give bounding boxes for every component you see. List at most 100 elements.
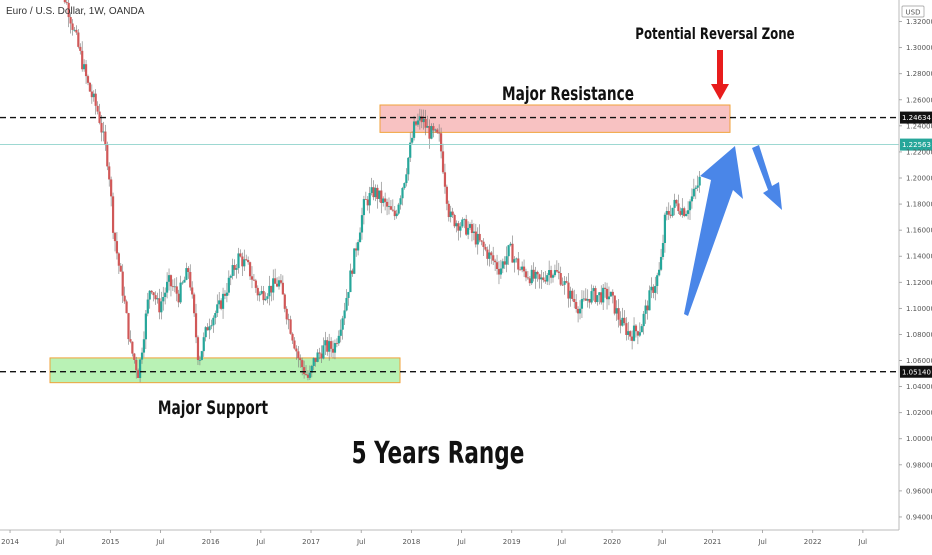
candle-body [439, 133, 443, 152]
candle-body [285, 308, 288, 320]
candle-body [312, 358, 315, 366]
candle-body [519, 269, 522, 271]
candle-body [164, 292, 167, 297]
candle-body [486, 249, 489, 259]
y-tick-label: 1.32000 [906, 18, 932, 26]
candle-body [432, 126, 435, 131]
candle-body [256, 287, 259, 296]
candle-body [63, 0, 66, 3]
candle-body [648, 290, 651, 311]
candle-body [196, 337, 200, 360]
candle-body [88, 82, 92, 92]
y-tick-label: 1.06000 [906, 357, 932, 365]
candle-body [420, 116, 423, 123]
candle-body [509, 243, 512, 246]
candle-body [202, 337, 205, 352]
candle-body [144, 313, 147, 340]
x-tick-label: 2020 [603, 538, 621, 546]
candle-body [92, 93, 95, 98]
candle-body [335, 343, 338, 344]
candle-body [661, 243, 665, 257]
y-tick-label: 1.22000 [906, 148, 932, 156]
candle-body [405, 174, 408, 184]
candle-body [185, 268, 188, 280]
candle-body [484, 246, 487, 250]
x-tick-label: 2018 [402, 538, 420, 546]
candle-body [544, 280, 547, 282]
candle-body [459, 226, 462, 231]
candle-body [200, 351, 203, 360]
candle-body [295, 348, 298, 352]
candle-body [270, 285, 273, 293]
candle-body [79, 46, 82, 51]
candle-body [376, 187, 379, 199]
candle-body [108, 166, 111, 180]
candle-body [488, 252, 491, 259]
candle-body [252, 279, 256, 281]
candle-body [225, 292, 229, 296]
candle-body [75, 29, 78, 33]
candle-body [629, 331, 632, 337]
red-arrow-shaft [717, 50, 723, 86]
candle-body [683, 208, 686, 216]
candle-body [77, 32, 80, 47]
candle-body [84, 64, 88, 77]
candle-body [463, 219, 466, 221]
candle-body [517, 258, 520, 270]
candle-body [503, 261, 506, 265]
candle-body [138, 359, 142, 378]
x-tick-label: Jul [858, 538, 868, 546]
candle-body [634, 325, 638, 332]
candle-body [650, 286, 653, 291]
candle-body [208, 326, 211, 331]
candle-body [175, 286, 178, 294]
candle-body [258, 293, 261, 296]
candle-body [324, 340, 327, 346]
candle-body [343, 310, 346, 319]
candle-body [412, 121, 416, 138]
candle-body [669, 214, 672, 216]
candle-body [522, 266, 526, 272]
candle-body [685, 213, 688, 216]
candle-body [576, 308, 580, 314]
y-tick-label: 1.02000 [906, 409, 932, 417]
candle-body [623, 317, 626, 324]
candle-body [301, 360, 304, 368]
candle-body [490, 252, 493, 256]
candle-body [274, 278, 277, 284]
candle-body [387, 206, 391, 207]
annotation-major-support: Major Support [158, 397, 269, 419]
y-tick-label: 1.04000 [906, 383, 932, 391]
candle-body [468, 224, 472, 228]
candle-body [247, 260, 250, 263]
candle-body [111, 196, 115, 233]
candle-body [658, 269, 661, 276]
candle-body [692, 188, 695, 197]
candle-body [206, 327, 209, 331]
candle-body [165, 281, 169, 293]
candle-body [474, 231, 477, 245]
candle-body [218, 300, 221, 305]
candle-body [424, 119, 427, 128]
x-tick-label: Jul [55, 538, 65, 546]
candle-body [540, 277, 543, 280]
candle-body [353, 248, 356, 274]
candle-body [65, 2, 68, 3]
candle-body [287, 319, 290, 321]
candle-body [129, 339, 132, 342]
candle-body [368, 193, 371, 206]
candle-body [148, 290, 151, 300]
candle-body [632, 325, 636, 341]
candle-body [378, 190, 381, 199]
candle-body [355, 248, 358, 251]
candle-body [214, 313, 217, 318]
candle-body [245, 259, 248, 261]
candle-body [563, 281, 566, 285]
support-price-tag: 1.05140 [902, 368, 931, 376]
candle-body [418, 116, 421, 121]
candle-body [131, 341, 134, 354]
candle-body [125, 301, 128, 314]
candle-body [289, 319, 292, 334]
candle-body [154, 295, 157, 300]
candle-body [495, 262, 499, 269]
